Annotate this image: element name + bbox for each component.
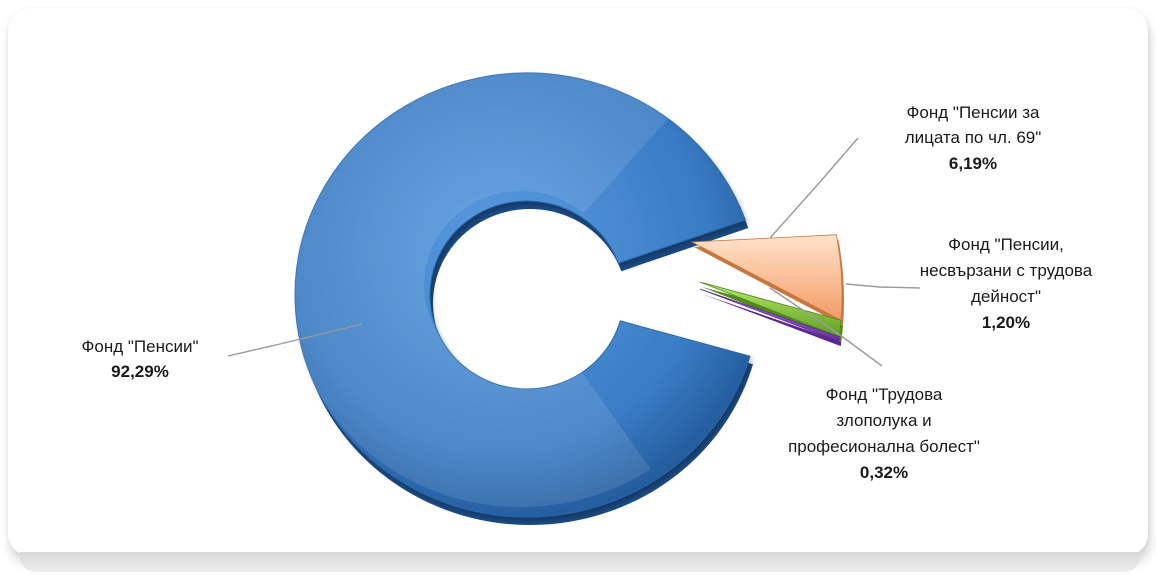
label-nonlabour-name-line2: несвързани с трудова [920,261,1093,280]
label-art69-value: 6,19% [949,154,997,173]
slice-pensions-highlight [289,63,671,508]
label-art69: Фонд "Пенсии за лицата по чл. 69" 6,19% [905,103,1042,173]
leader-lines-layer [227,137,921,367]
label-pensions-name: Фонд "Пенсии" [81,337,198,356]
label-nonlabour: Фонд "Пенсии, несвързани с трудова дейно… [920,235,1093,332]
leader-line-accident [769,287,883,367]
card-bottom-shadow [20,552,1140,572]
label-accident-name-line3: професионална болест" [788,437,980,456]
leader-line-pensions [227,323,363,357]
label-art69-name-line1: Фонд "Пенсии за [907,103,1041,122]
slice-pensions [294,72,751,518]
label-nonlabour-value: 1,20% [982,313,1030,332]
label-nonlabour-name-line1: Фонд "Пенсии, [948,235,1064,254]
label-pensions-value: 92,29% [111,362,169,381]
slice-accident [699,288,840,342]
slices-layer [289,63,845,526]
label-accident-name-line1: Фонд "Трудова [826,385,943,404]
label-accident: Фонд "Трудова злополука и професионална … [788,385,980,482]
leader-line-nonlabour [845,283,921,289]
leader-line-art69 [769,137,859,239]
label-nonlabour-name-line3: дейност" [971,287,1041,306]
slice-accident-depth [702,294,842,347]
label-art69-name-line2: лицата по чл. 69" [905,128,1042,147]
label-pensions: Фонд "Пенсии" 92,29% [81,337,198,381]
label-accident-value: 0,32% [860,463,908,482]
label-accident-name-line2: злополука и [836,411,931,430]
